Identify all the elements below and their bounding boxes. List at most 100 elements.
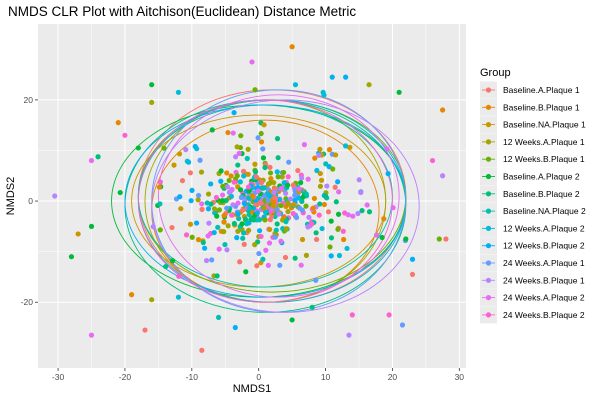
data-point	[366, 82, 372, 88]
data-point	[285, 200, 291, 206]
data-point	[298, 180, 304, 186]
data-point	[310, 205, 316, 211]
data-point	[235, 162, 241, 168]
data-point	[242, 216, 249, 222]
data-point	[235, 211, 241, 217]
data-point	[237, 187, 244, 193]
data-point	[379, 234, 385, 241]
y-tick-label: 0	[28, 196, 33, 206]
data-point	[150, 224, 156, 230]
data-point	[234, 144, 240, 150]
x-tick-label: -10	[186, 372, 199, 382]
data-point	[292, 192, 298, 198]
data-point	[188, 198, 194, 204]
data-point	[292, 197, 298, 203]
data-point	[178, 206, 184, 212]
data-point	[335, 179, 341, 185]
data-point	[295, 167, 301, 174]
data-point	[276, 211, 282, 217]
x-tick-label: -30	[52, 372, 65, 382]
data-point	[346, 332, 352, 338]
data-point	[313, 236, 320, 243]
data-point	[228, 193, 234, 199]
data-point	[197, 157, 203, 163]
data-point	[240, 207, 246, 213]
data-point	[328, 235, 335, 241]
data-point	[209, 257, 215, 263]
legend-label: Baseline.NA.Plaque 1	[503, 120, 586, 130]
data-point	[237, 179, 243, 185]
data-point	[222, 241, 228, 248]
data-point	[309, 304, 315, 310]
data-point	[343, 74, 349, 80]
data-point	[235, 200, 241, 206]
data-point	[122, 132, 128, 138]
data-point	[327, 244, 333, 250]
data-point	[215, 224, 221, 230]
data-point	[68, 254, 75, 260]
data-point	[317, 201, 323, 207]
data-point	[300, 194, 306, 200]
data-point	[258, 130, 264, 137]
data-point	[88, 332, 95, 338]
data-point	[246, 188, 252, 194]
data-point	[271, 189, 277, 195]
data-point	[236, 150, 242, 156]
data-point	[280, 225, 286, 232]
data-point	[261, 205, 267, 211]
data-point	[285, 208, 291, 215]
data-point	[205, 233, 211, 239]
data-point	[443, 236, 449, 242]
x-axis-title: NMDS1	[233, 383, 272, 395]
data-point	[285, 182, 291, 188]
data-point	[193, 220, 200, 226]
data-point	[176, 273, 182, 279]
data-point	[117, 189, 123, 196]
data-point	[240, 235, 246, 241]
data-point	[204, 200, 210, 206]
data-point	[187, 221, 194, 227]
data-point	[240, 168, 247, 174]
x-tick-label: 0	[256, 372, 261, 382]
data-point	[203, 257, 210, 264]
data-point	[156, 184, 162, 190]
data-point	[248, 216, 254, 223]
data-point	[199, 347, 205, 353]
data-point	[223, 197, 229, 203]
data-point	[271, 199, 277, 205]
data-point	[135, 145, 141, 151]
data-point	[219, 197, 225, 204]
legend-label: Baseline.B.Plaque 2	[503, 189, 580, 199]
data-point	[291, 202, 297, 208]
legend-label: 24 Weeks.A.Plaque 1	[503, 258, 585, 268]
data-point	[142, 327, 148, 333]
data-point	[243, 269, 249, 275]
data-point	[373, 232, 380, 238]
x-axis-ticks: -30 -20 -10 0 10 20 30	[52, 368, 464, 382]
data-point	[258, 233, 264, 240]
data-point	[283, 219, 289, 225]
data-point	[299, 175, 305, 181]
data-point	[385, 171, 391, 177]
data-point	[129, 292, 135, 298]
data-point	[285, 174, 291, 180]
data-point	[233, 154, 239, 160]
data-point	[436, 236, 442, 242]
data-point	[157, 201, 163, 207]
legend-label: 12 Weeks.A.Plaque 1	[503, 137, 585, 147]
data-point	[267, 226, 273, 233]
legend-label: Baseline.A.Plaque 2	[503, 172, 580, 182]
data-point	[149, 99, 155, 106]
data-point	[184, 158, 190, 164]
data-point	[366, 209, 373, 215]
data-point	[305, 176, 311, 182]
data-point	[262, 164, 268, 171]
data-point	[278, 185, 284, 192]
data-point	[258, 139, 265, 145]
legend-label: Baseline.B.Plaque 1	[503, 102, 580, 112]
data-point	[301, 142, 308, 148]
legend-label: 12 Weeks.B.Plaque 1	[503, 154, 585, 164]
data-point	[296, 186, 302, 192]
data-point	[241, 173, 247, 179]
legend-marker	[485, 225, 492, 231]
